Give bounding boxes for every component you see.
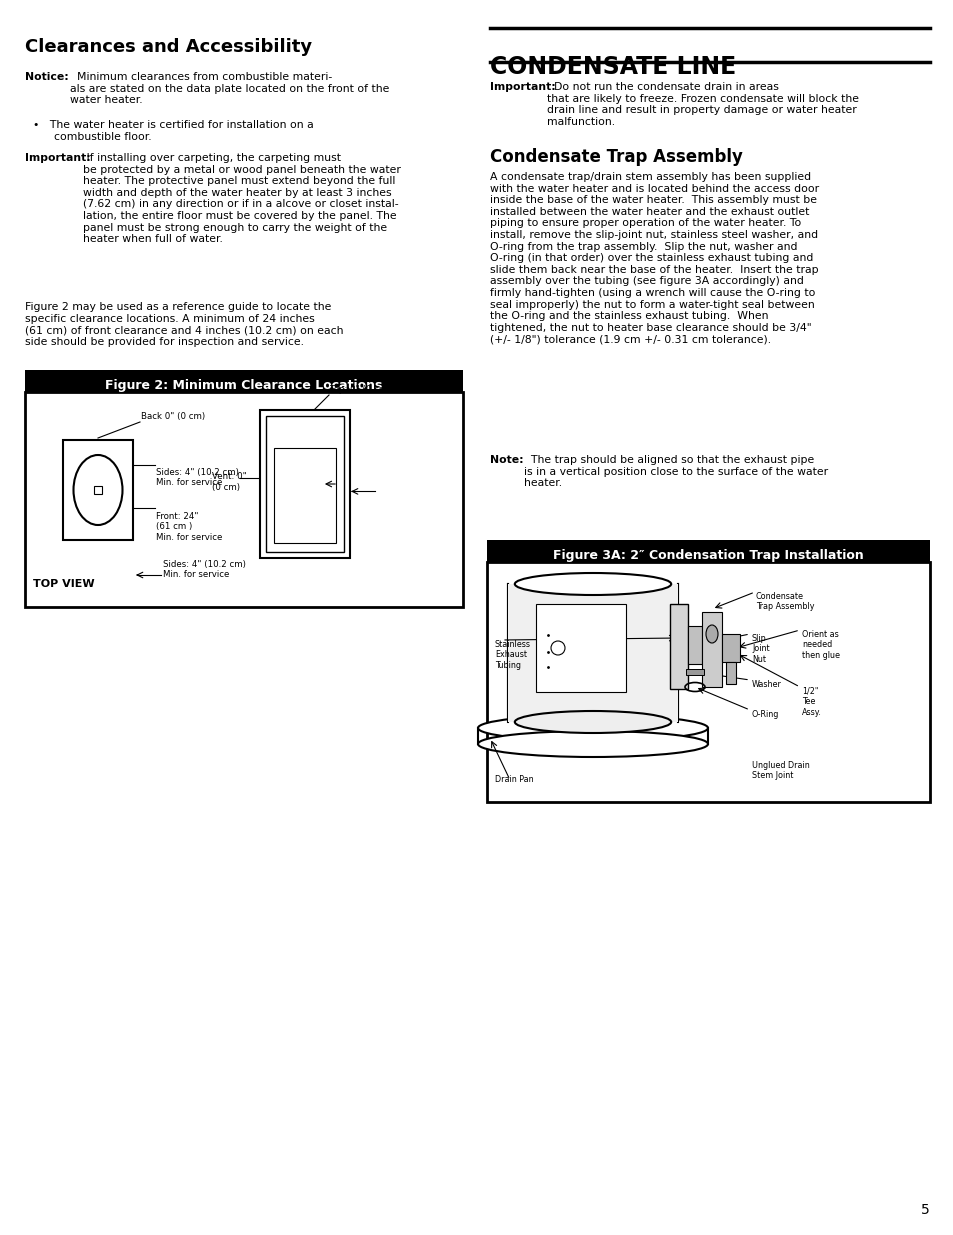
Text: Do not run the condensate drain in areas
that are likely to freeze. Frozen conde: Do not run the condensate drain in areas… bbox=[546, 82, 858, 127]
FancyBboxPatch shape bbox=[260, 410, 350, 558]
FancyBboxPatch shape bbox=[701, 613, 721, 687]
Ellipse shape bbox=[515, 573, 671, 595]
Text: Clearances and Accessibility: Clearances and Accessibility bbox=[25, 38, 312, 56]
Text: Figure 3A: 2″ Condensation Trap Installation: Figure 3A: 2″ Condensation Trap Installa… bbox=[553, 548, 863, 562]
Text: Washer: Washer bbox=[751, 680, 781, 689]
Ellipse shape bbox=[705, 625, 718, 643]
Text: Note:: Note: bbox=[490, 454, 523, 466]
Ellipse shape bbox=[477, 731, 707, 757]
Text: Slip
Joint
Nut: Slip Joint Nut bbox=[751, 634, 769, 663]
FancyBboxPatch shape bbox=[486, 540, 929, 562]
FancyBboxPatch shape bbox=[63, 440, 132, 540]
FancyBboxPatch shape bbox=[507, 584, 678, 722]
Text: Top: 0" (0 cm): Top: 0" (0 cm) bbox=[330, 385, 390, 394]
Text: Notice:: Notice: bbox=[25, 72, 69, 82]
FancyBboxPatch shape bbox=[266, 416, 344, 552]
Text: Stainless
Exhaust
Tubing: Stainless Exhaust Tubing bbox=[495, 640, 531, 669]
Text: TOP VIEW: TOP VIEW bbox=[33, 579, 94, 589]
FancyBboxPatch shape bbox=[687, 626, 701, 664]
FancyBboxPatch shape bbox=[721, 634, 740, 662]
Text: CONDENSATE LINE: CONDENSATE LINE bbox=[490, 56, 736, 79]
Text: If installing over carpeting, the carpeting must
be protected by a metal or wood: If installing over carpeting, the carpet… bbox=[83, 153, 400, 245]
Text: 5: 5 bbox=[921, 1203, 929, 1216]
Text: •   The water heater is certified for installation on a
      combustible floor.: • The water heater is certified for inst… bbox=[33, 120, 314, 142]
FancyBboxPatch shape bbox=[536, 604, 625, 692]
Text: Orient as
needed
then glue: Orient as needed then glue bbox=[801, 630, 840, 659]
Text: O-Ring: O-Ring bbox=[751, 710, 779, 719]
Text: Unglued Drain
Stem Joint: Unglued Drain Stem Joint bbox=[751, 761, 809, 781]
Text: Back 0" (0 cm): Back 0" (0 cm) bbox=[141, 412, 205, 421]
Text: 1/2"
Tee
Assy.: 1/2" Tee Assy. bbox=[801, 687, 821, 716]
FancyBboxPatch shape bbox=[685, 669, 703, 676]
Text: Drain Pan: Drain Pan bbox=[495, 776, 533, 784]
Text: Condensate
Trap Assembly: Condensate Trap Assembly bbox=[755, 592, 814, 611]
Text: Vent: 0"
(0 cm): Vent: 0" (0 cm) bbox=[212, 472, 247, 492]
FancyBboxPatch shape bbox=[725, 662, 735, 684]
Ellipse shape bbox=[515, 711, 671, 734]
Text: Minimum clearances from combustible materi-
als are stated on the data plate loc: Minimum clearances from combustible mate… bbox=[70, 72, 389, 105]
Text: Front: 24"
(61 cm )
Min. for service: Front: 24" (61 cm ) Min. for service bbox=[156, 513, 222, 542]
Text: Figure 2 may be used as a reference guide to locate the
specific clearance locat: Figure 2 may be used as a reference guid… bbox=[25, 303, 343, 347]
Ellipse shape bbox=[477, 715, 707, 741]
FancyBboxPatch shape bbox=[486, 562, 929, 802]
Text: Condensate Trap Assembly: Condensate Trap Assembly bbox=[490, 148, 742, 165]
FancyBboxPatch shape bbox=[669, 604, 687, 689]
Text: The trap should be aligned so that the exhaust pipe
is in a vertical position cl: The trap should be aligned so that the e… bbox=[523, 454, 827, 488]
Text: Important:: Important: bbox=[25, 153, 91, 163]
Text: Sides: 4" (10.2 cm)
Min. for service: Sides: 4" (10.2 cm) Min. for service bbox=[156, 468, 238, 488]
FancyBboxPatch shape bbox=[274, 448, 335, 543]
FancyBboxPatch shape bbox=[25, 391, 462, 606]
FancyBboxPatch shape bbox=[94, 487, 102, 494]
Text: Important:: Important: bbox=[490, 82, 556, 91]
Text: A condensate trap/drain stem assembly has been supplied
with the water heater an: A condensate trap/drain stem assembly ha… bbox=[490, 172, 819, 345]
Text: Sides: 4" (10.2 cm)
Min. for service: Sides: 4" (10.2 cm) Min. for service bbox=[163, 559, 246, 579]
FancyBboxPatch shape bbox=[25, 370, 462, 391]
Text: Figure 2: Minimum Clearance Locations: Figure 2: Minimum Clearance Locations bbox=[105, 378, 382, 391]
